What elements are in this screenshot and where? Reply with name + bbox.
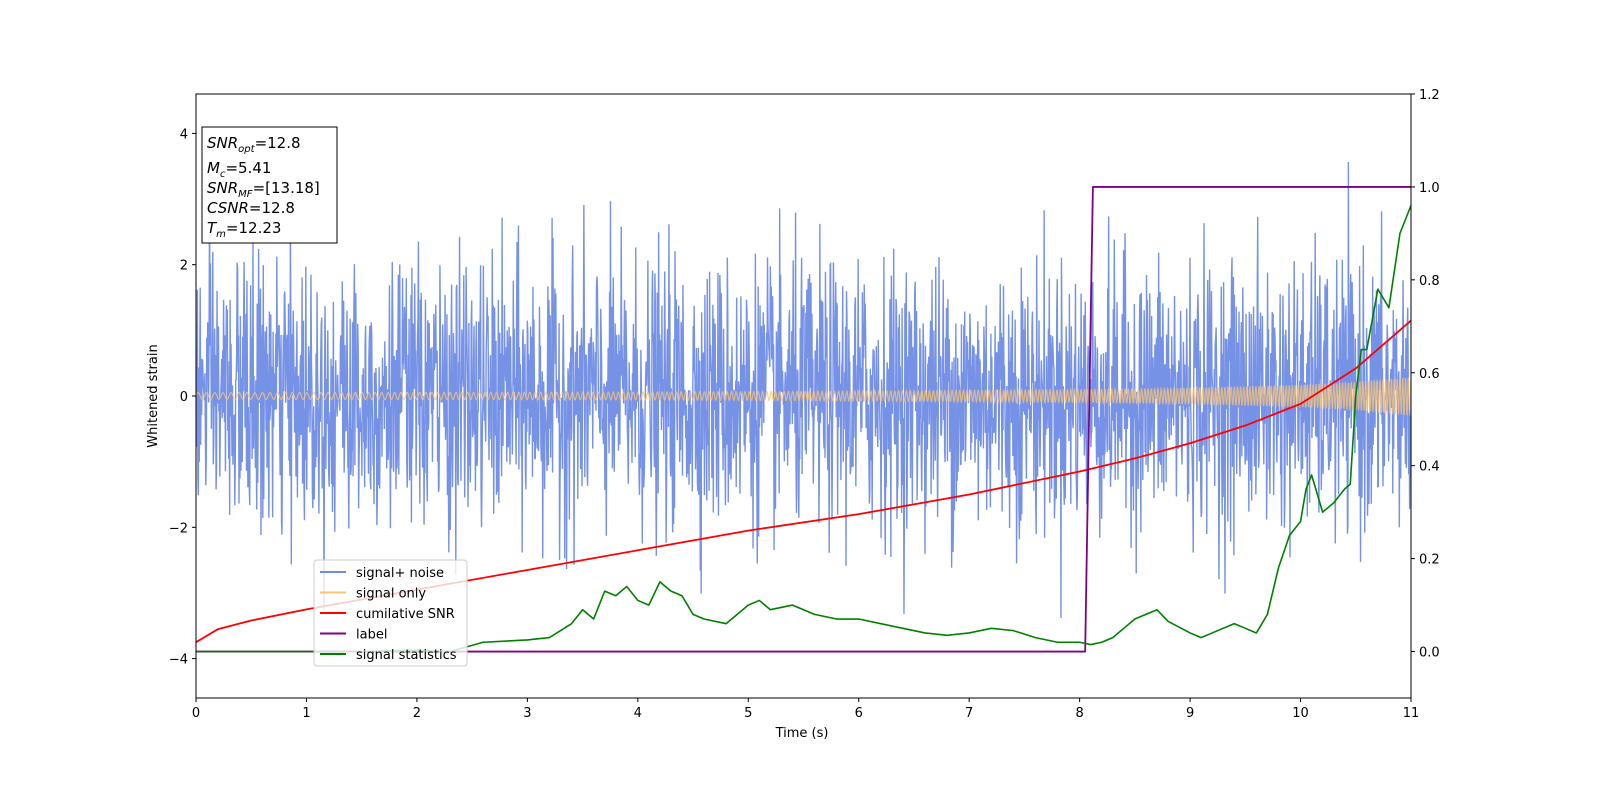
right-y-tick-label: 0.0	[1419, 646, 1440, 661]
signal-noise-layer	[196, 162, 1411, 619]
stat-snr-opt: SNRopt=12.8	[207, 134, 301, 155]
x-tick-label: 9	[1186, 706, 1194, 721]
series-signal-noise-line	[196, 162, 1411, 619]
right-y-tick-label: 0.6	[1419, 367, 1440, 382]
legend-label: label	[356, 628, 387, 643]
y-axis-label: Whitened strain	[146, 344, 161, 447]
series-signal-statistics-line	[196, 205, 1411, 653]
signal-only-layer	[196, 377, 1411, 416]
left-y-tick-label: −2	[169, 521, 188, 536]
left-y-axis-ticks: −4 −2 0 2 4	[169, 127, 196, 668]
x-tick-label: 11	[1403, 706, 1420, 721]
cumulative-snr-layer	[196, 319, 1411, 643]
left-y-tick-label: 4	[180, 127, 188, 142]
stats-box: SNRopt=12.8 Mc=5.41 SNRMF=[13.18] CSNR=1…	[201, 126, 338, 244]
legend-label: signal+ noise	[356, 566, 444, 581]
right-y-tick-label: 0.8	[1419, 274, 1440, 289]
right-y-tick-label: 1.2	[1419, 88, 1440, 103]
x-axis-label: Time (s)	[775, 726, 829, 741]
x-tick-label: 5	[744, 706, 752, 721]
right-y-tick-label: 1.0	[1419, 181, 1440, 196]
legend: signal+ noise signal only cumilative SNR la…	[313, 559, 468, 667]
right-y-tick-label: 0.4	[1419, 460, 1440, 475]
x-tick-label: 1	[302, 706, 310, 721]
series-signal-only-line	[196, 377, 1411, 416]
left-y-tick-label: −4	[169, 653, 188, 668]
x-tick-label: 10	[1292, 706, 1309, 721]
x-tick-label: 4	[634, 706, 642, 721]
x-tick-label: 7	[965, 706, 973, 721]
stat-mc: Mc=5.41	[207, 159, 271, 180]
legend-label: cumilative SNR	[356, 607, 455, 622]
stat-snr-mf: SNRMF=[13.18]	[207, 179, 320, 200]
label-layer	[196, 186, 1411, 653]
series-label-line	[196, 186, 1411, 653]
x-tick-label: 2	[413, 706, 421, 721]
legend-label: signal only	[356, 587, 426, 602]
x-tick-label: 8	[1075, 706, 1083, 721]
x-tick-label: 3	[523, 706, 531, 721]
legend-label: signal statistics	[356, 648, 457, 663]
right-y-axis-ticks: 0.0 0.2 0.4 0.6 0.8 1.0 1.2	[1411, 88, 1440, 661]
left-y-tick-label: 2	[180, 259, 188, 274]
x-tick-label: 0	[192, 706, 200, 721]
left-y-tick-label: 0	[180, 390, 188, 405]
x-axis-ticks: 0 1 2 3 4 5 6 7 8 9 10 11	[192, 698, 1419, 721]
series-cumulative-snr-line	[196, 319, 1411, 643]
right-y-tick-label: 0.2	[1419, 553, 1440, 568]
stat-csnr: CSNR=12.8	[207, 199, 295, 217]
x-tick-label: 6	[855, 706, 863, 721]
stat-tm: Tm=12.23	[207, 219, 281, 240]
signal-statistics-layer	[196, 205, 1411, 653]
